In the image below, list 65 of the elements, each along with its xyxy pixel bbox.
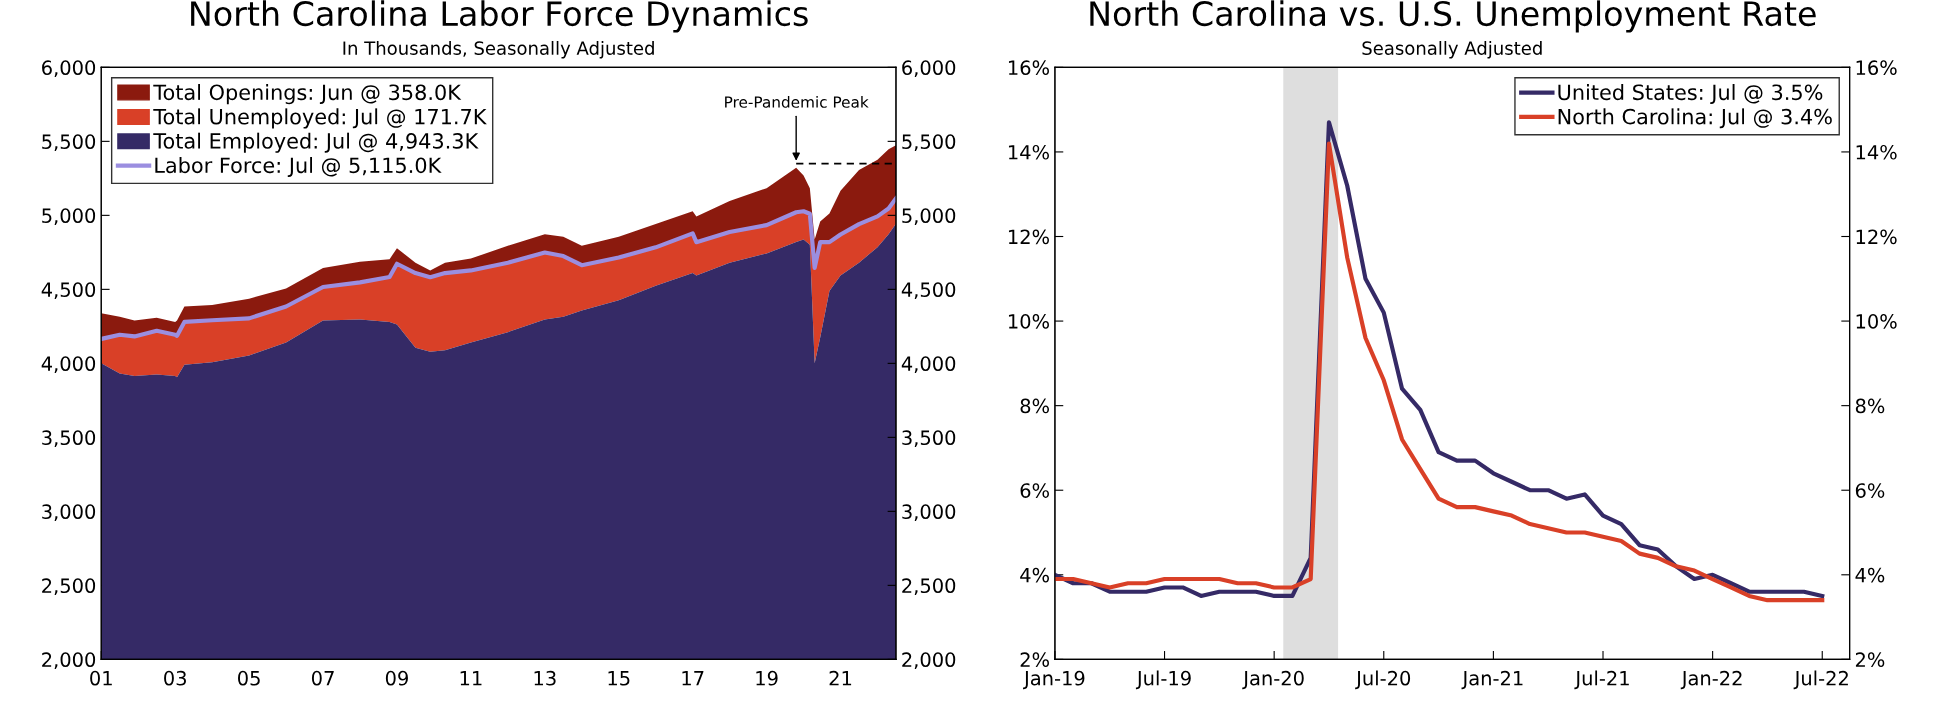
x-tick-label: 11 <box>460 671 482 686</box>
y-tick-label: 2,000 <box>42 652 96 670</box>
x-tick-label: 21 <box>829 670 852 686</box>
x-tick-label: 13 <box>534 670 556 686</box>
x-tick-label: Jul-21 <box>1574 670 1629 690</box>
y2-tick-label: 8% <box>1855 398 1885 414</box>
y2-tick-label: 16% <box>1856 60 1897 76</box>
y-tick-label: 16% <box>1008 60 1049 76</box>
x-tick-label: Jan-22 <box>1680 670 1742 690</box>
x-tick-label: 03 <box>164 670 186 686</box>
y2-tick-label: 2,000 <box>902 652 956 670</box>
chart-subtitle: Seasonally Adjusted <box>1362 41 1542 59</box>
y2-tick-label: 6,000 <box>902 60 956 77</box>
y-tick-label: 14% <box>1008 144 1049 160</box>
legend-label: United States: Jul @ 3.5% <box>1558 84 1823 105</box>
x-tick-label: Jan-19 <box>1023 670 1085 690</box>
x-tick-label: Jan-20 <box>1242 670 1304 690</box>
y-tick-label: 5,000 <box>42 208 96 226</box>
x-tick-label: Jul-20 <box>1355 670 1411 690</box>
y-tick-label: 5,500 <box>42 134 96 151</box>
y-tick-label: 10% <box>1008 314 1049 329</box>
y-tick-label: 3,500 <box>42 430 96 448</box>
y2-tick-label: 14% <box>1856 144 1897 160</box>
x-tick-label: 19 <box>756 670 778 686</box>
y-tick-label: 4,500 <box>41 282 96 300</box>
y2-tick-label: 10% <box>1856 314 1897 329</box>
y-tick-label: 2% <box>1020 652 1049 668</box>
y-tick-label: 3,000 <box>42 504 96 522</box>
y2-tick-label: 4,000 <box>901 356 956 374</box>
x-tick-label: Jul-22 <box>1793 670 1848 690</box>
y2-tick-label: 5,500 <box>902 134 956 151</box>
chart-title: North Carolina Labor Force Dynamics <box>191 0 808 33</box>
legend-label: Total Unemployed: Jul @ 171.7K <box>153 108 487 129</box>
y2-tick-label: 2,500 <box>902 578 956 596</box>
y2-tick-label: 12% <box>1856 229 1897 245</box>
y2-tick-label: 4,500 <box>901 282 956 300</box>
x-tick-label: 05 <box>238 670 260 686</box>
y2-tick-label: 3,000 <box>902 504 956 522</box>
x-tick-label: 01 <box>90 670 112 686</box>
x-tick-label: 15 <box>608 671 630 686</box>
y2-tick-label: 2% <box>1855 652 1885 668</box>
y2-tick-label: 5,000 <box>902 208 956 226</box>
legend-label: Total Employed: Jul @ 4,943.3K <box>153 132 479 153</box>
legend-label: Total Openings: Jun @ 358.0K <box>153 84 462 105</box>
y2-tick-label: 4% <box>1855 567 1885 583</box>
chart-subtitle: In Thousands, Seasonally Adjusted <box>343 41 654 59</box>
line-series <box>101 196 896 342</box>
y-tick-label: 4,000 <box>41 356 96 374</box>
y2-tick-label: 3,500 <box>902 430 956 448</box>
y-tick-label: 2,500 <box>42 578 96 596</box>
chart-title: North Carolina vs. U.S. Unemployment Rate <box>1090 0 1816 33</box>
x-tick-label: 17 <box>682 671 704 686</box>
y-tick-label: 6,000 <box>42 60 96 77</box>
x-tick-label: Jul-19 <box>1135 670 1191 690</box>
x-tick-label: 07 <box>311 670 334 686</box>
legend-label: Labor Force: Jul @ 5,115.0K <box>155 157 442 178</box>
annotation: Pre-Pandemic Peak <box>725 95 869 108</box>
y-tick-label: 4% <box>1020 567 1049 583</box>
legend-label: North Carolina: Jul @ 3.4% <box>1558 108 1832 129</box>
x-tick-label: Jan-21 <box>1461 670 1523 690</box>
x-tick-label: 09 <box>385 670 408 686</box>
y2-tick-label: 6% <box>1855 483 1885 498</box>
y-tick-label: 8% <box>1020 398 1049 414</box>
y-tick-label: 6% <box>1020 483 1049 498</box>
y-tick-label: 12% <box>1008 229 1049 245</box>
